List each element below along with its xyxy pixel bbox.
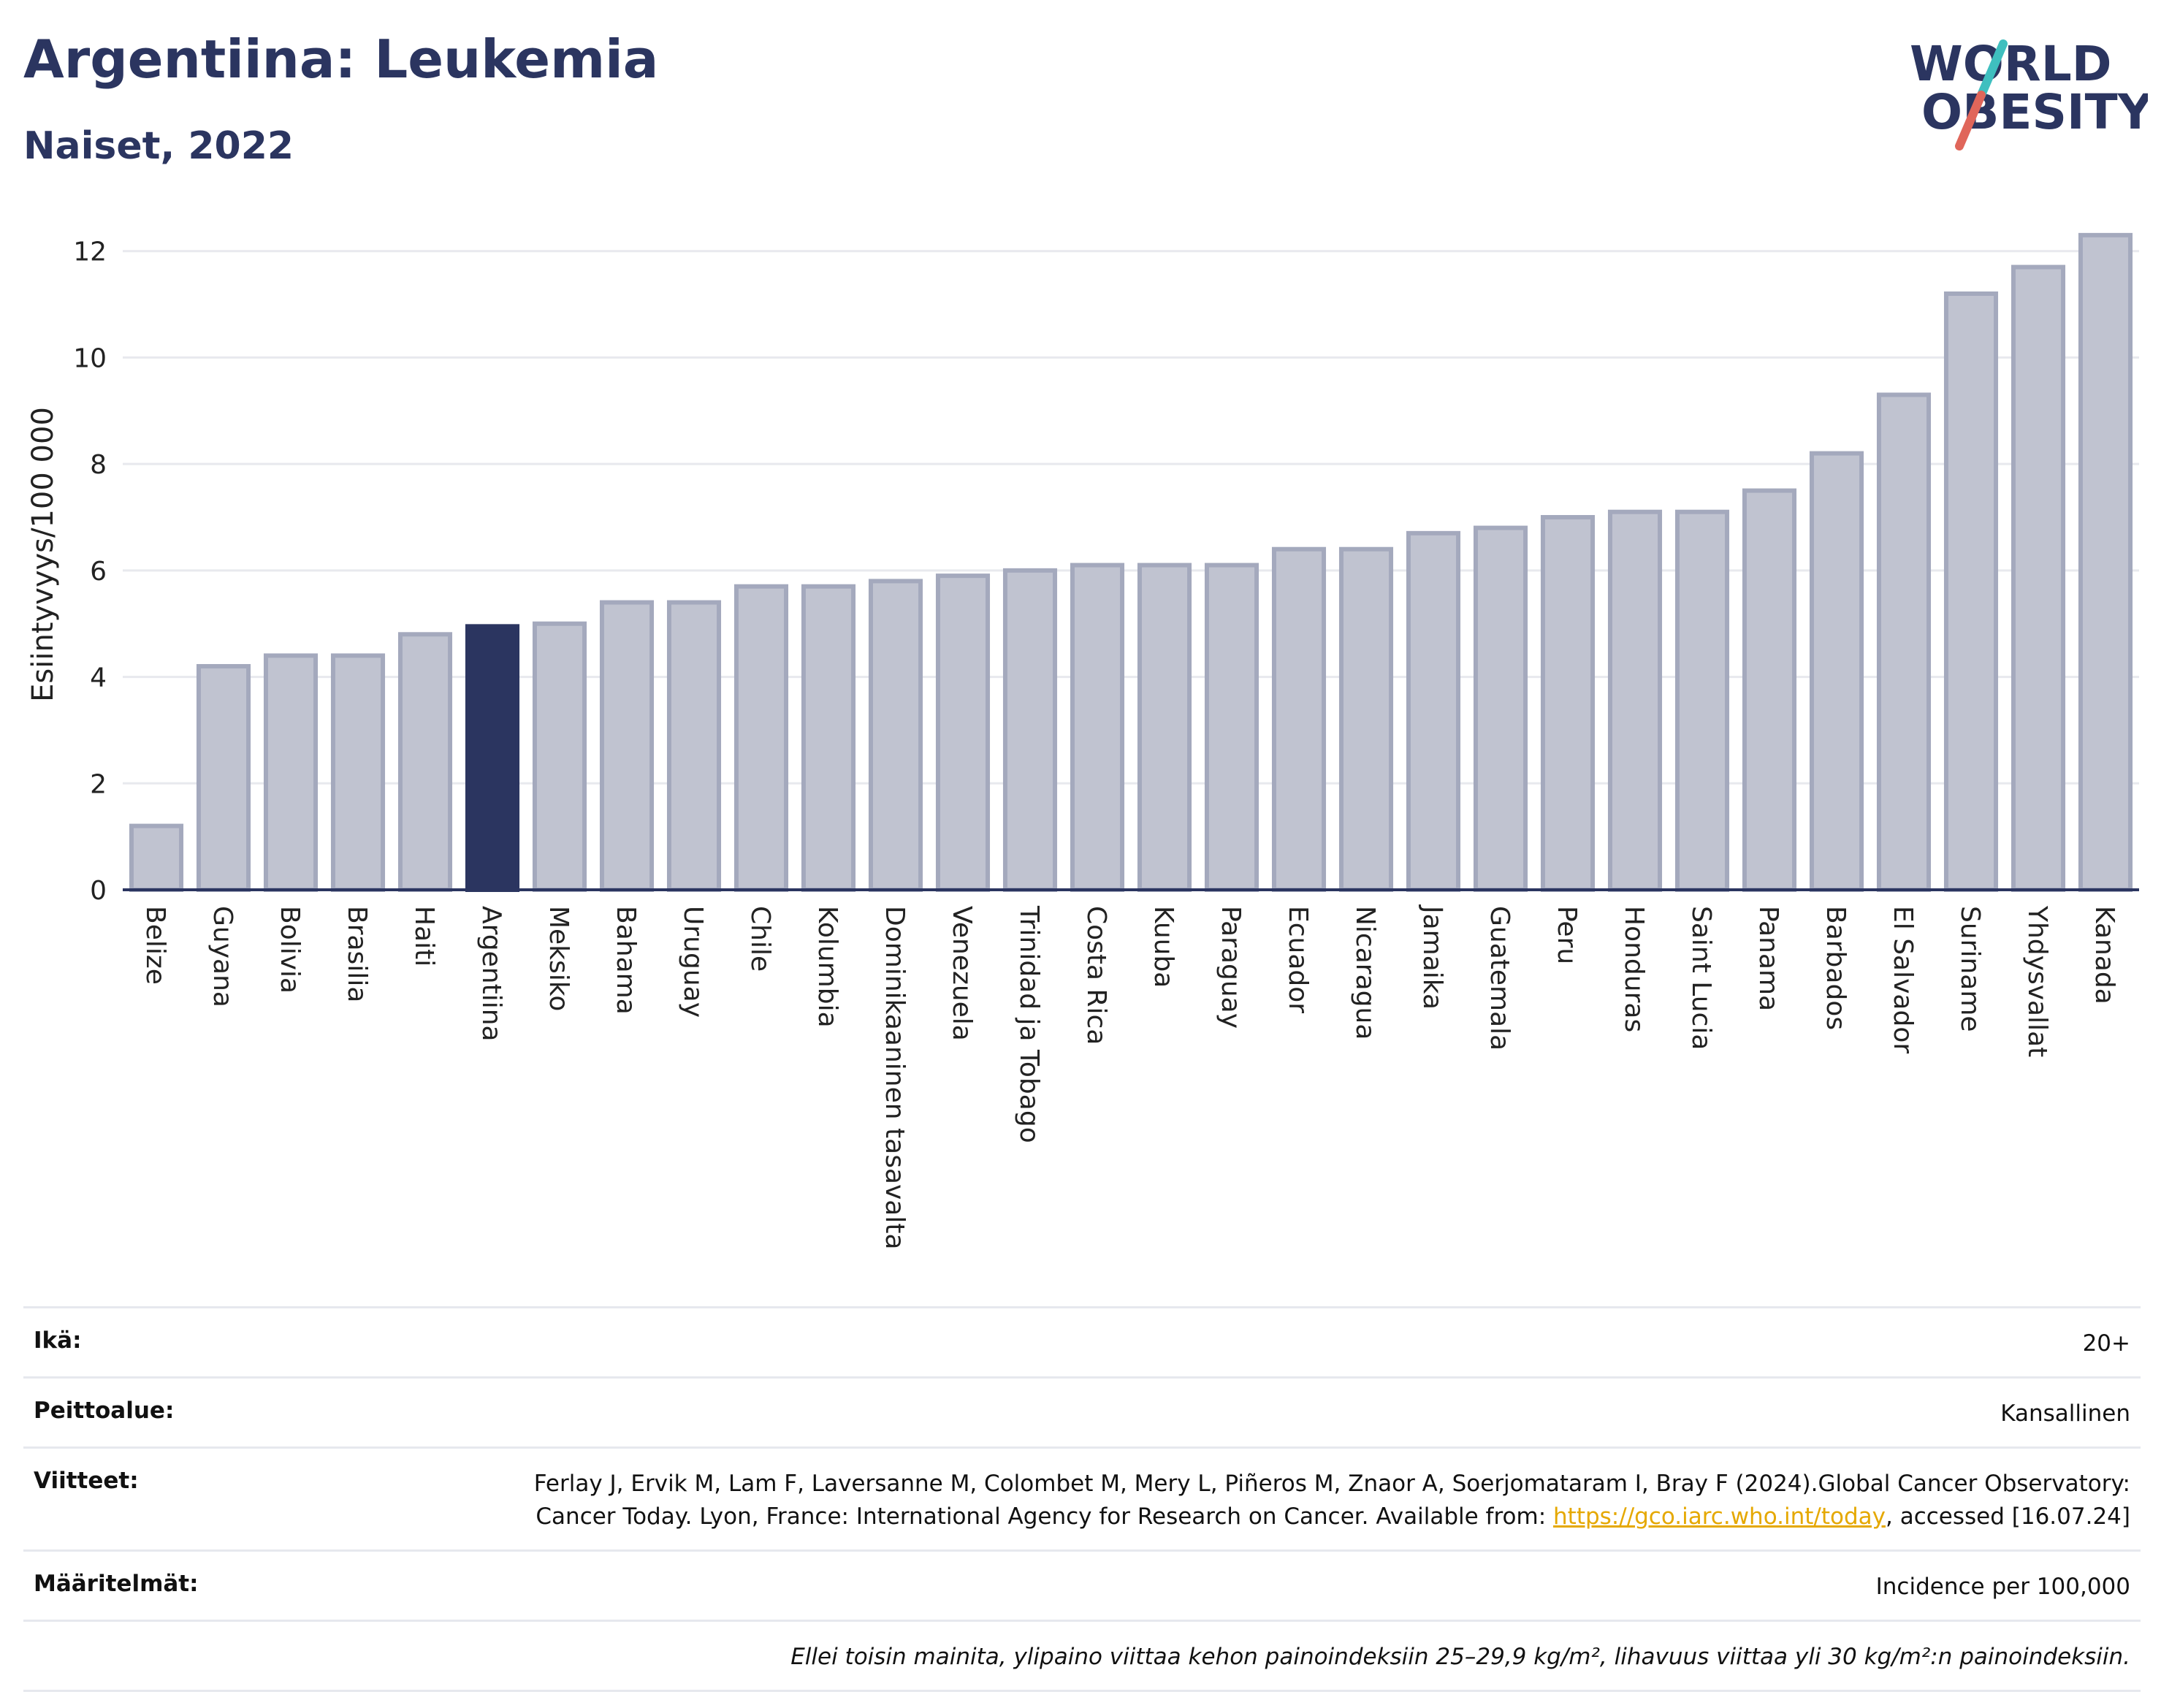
bar [1002,568,1058,892]
bar [1338,546,1394,892]
x-tick-label: Guatemala [1485,906,1514,1051]
x-tick-label: El Salvador [1888,906,1918,1053]
logo-slash-red [1955,91,1986,150]
coverage-label: Peittoalue: [34,1397,175,1424]
references-suffix: , accessed [16.07.24] [1885,1503,2130,1530]
x-tick-label: Belize [140,906,170,985]
bar [1070,563,1125,892]
y-tick-label: 4 [90,663,107,693]
references-value: Ferlay J, Ervik M, Lam F, Laversanne M, … [450,1468,2130,1533]
x-tick-label: Panama [1753,906,1783,1011]
bar [1742,488,1797,892]
page-subtitle: Naiset, 2022 [23,124,294,168]
x-tick-label: Jamaika [1417,904,1447,1010]
age-value: 20+ [2082,1330,2130,1357]
y-axis-label: Esiintyvyys/100 000 [26,407,60,702]
bar [1943,291,1999,892]
bar [1204,563,1259,892]
references-link[interactable]: https://gco.iarc.who.int/today [1553,1503,1886,1530]
bar [666,600,722,892]
x-tick-label: Argentiina [476,906,506,1042]
y-tick-label: 12 [73,237,107,267]
y-tick-label: 0 [90,876,107,906]
bar [1137,563,1192,892]
bar [465,624,520,892]
x-tick-label: Nicaragua [1350,906,1380,1040]
x-tick-label: Costa Rica [1081,906,1111,1045]
bar [330,653,386,893]
bar [1809,451,1864,892]
x-tick-label: Brasilia [342,906,372,1002]
meta-row-note: Ellei toisin mainita, ylipaino viittaa k… [23,1619,2141,1692]
bar [733,584,789,892]
x-tick-label: Trinidad ja Tobago [1014,905,1044,1143]
bar [263,653,319,893]
bar [935,573,991,893]
x-tick-label: Paraguay [1216,906,1246,1029]
bar [1607,509,1663,892]
meta-row-age: Ikä: 20+ [23,1306,2141,1376]
x-tick-label: Bolivia [275,906,305,994]
bar [1271,546,1327,892]
bar-chart: 0 2 4 6 8 10 12 Esiintyvyys/100 000 Belize Guyana… [26,232,2139,1250]
y-tick-label: 6 [90,557,107,587]
x-tick-label: Kolumbia [812,906,842,1028]
coverage-value: Kansallinen [2000,1400,2130,1427]
x-tick-label: Chile [745,906,775,972]
bar [1473,525,1528,892]
definitions-label: Määritelmät: [34,1570,199,1597]
y-tick-label: 2 [90,769,107,799]
bar [599,600,655,892]
meta-row-definitions: Määritelmät: Incidence per 100,000 [23,1549,2141,1620]
meta-row-references: Viitteet: Ferlay J, Ervik M, Lam F, Lave… [23,1446,2141,1549]
x-tick-label: Barbados [1821,906,1851,1030]
age-label: Ikä: [34,1327,82,1354]
bar [532,621,587,892]
x-tick-label: Guyana [207,906,237,1007]
definitions-value: Incidence per 100,000 [1875,1573,2130,1600]
x-tick-label: Venezuela [947,906,977,1041]
world-obesity-logo: WORLD OBESITY [1910,36,2148,150]
bar [868,579,923,893]
x-tick-label: Uruguay [678,906,708,1018]
bar [801,584,856,892]
x-tick-label: Bahama [611,906,641,1015]
y-tick-label: 10 [73,343,107,373]
note-text: Ellei toisin mainita, ylipaino viittaa k… [790,1643,2130,1670]
bar [397,632,453,892]
logo-slash-teal [1977,39,2008,99]
x-tick-label: Meksiko [544,906,573,1011]
x-tick-label: Kanada [2089,906,2119,1004]
x-tick-label: Saint Lucia [1686,906,1716,1050]
references-text: Ferlay J, Ervik M, Lam F, Laversanne M, … [533,1470,2130,1530]
bar [1406,530,1461,892]
y-tick-label: 8 [90,450,107,480]
logo-text-world: WORLD [1910,36,2112,92]
x-tick-label: Kuuba [1148,906,1178,988]
x-tick-label: Haiti [409,906,439,967]
bar [1674,509,1730,892]
metadata-table: Ikä: 20+ Peittoalue: Kansallinen Viittee… [23,1306,2141,1692]
bar [1876,392,1932,892]
x-tick-label: Dominikaaninen tasavalta [880,906,910,1250]
references-label: Viitteet: [34,1467,139,1494]
bar [2078,232,2133,893]
x-tick-label: Ecuador [1283,906,1313,1013]
x-tick-label: Yhdysvallat [2022,905,2052,1057]
x-tick-label: Suriname [1955,906,1985,1032]
bar [1540,515,1596,892]
meta-row-coverage: Peittoalue: Kansallinen [23,1376,2141,1446]
bar [129,823,184,892]
page-title: Argentiina: Leukemia [23,28,659,90]
bar [196,664,251,892]
x-tick-label: Peru [1552,906,1582,964]
x-tick-label: Honduras [1619,906,1649,1032]
logo-text-obesity: OBESITY [1921,84,2148,140]
bar [2011,264,2066,893]
